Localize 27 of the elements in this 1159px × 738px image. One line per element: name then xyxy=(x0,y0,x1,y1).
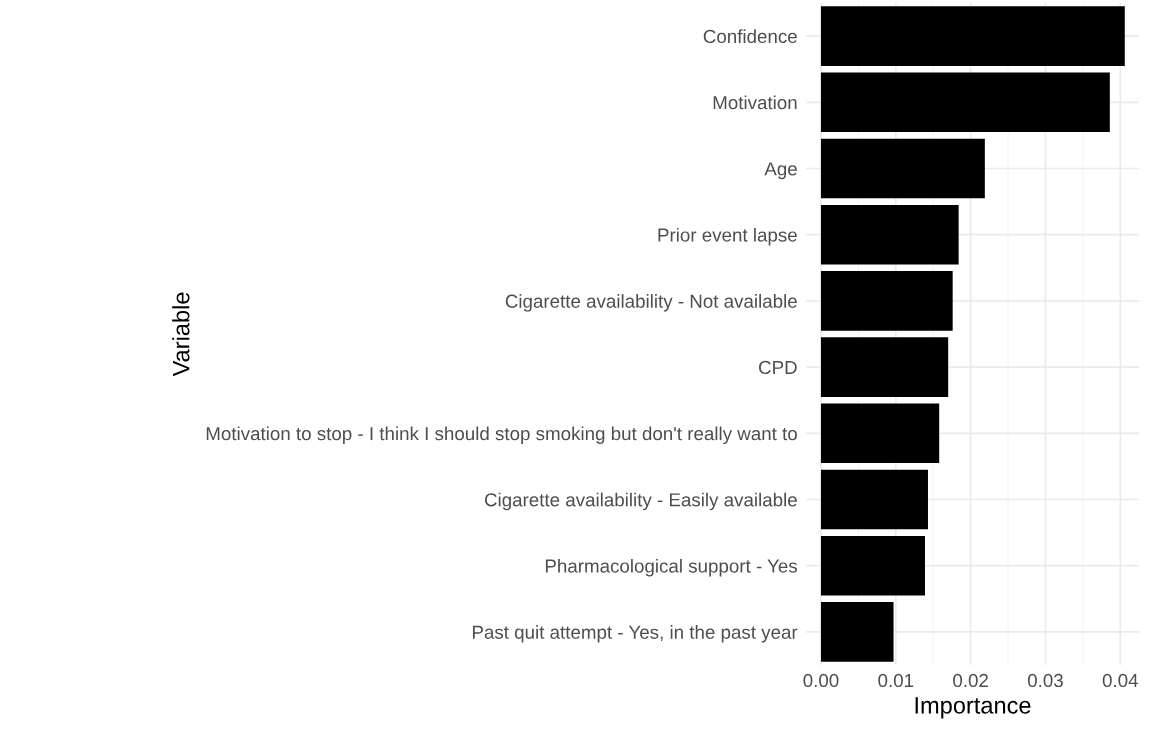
y-tick-label: Past quit attempt - Yes, in the past year xyxy=(472,625,798,643)
y-tick-label: Age xyxy=(764,162,797,180)
x-tick-label: 0.01 xyxy=(878,673,914,688)
bar xyxy=(820,535,925,596)
bar xyxy=(820,469,928,530)
bar xyxy=(820,602,894,662)
y-tick-label: Confidence xyxy=(703,29,797,44)
bar xyxy=(820,403,940,464)
x-tick-label: 0.03 xyxy=(1027,673,1063,688)
bar xyxy=(820,204,959,265)
y-tick-label: Prior event lapse xyxy=(658,227,797,246)
x-tick-label: 0.02 xyxy=(953,673,988,688)
y-tick-label: CPD xyxy=(759,360,797,375)
y-tick-label: Cigarette availability - Not available xyxy=(505,294,797,312)
y-tick-label: Cigarette availability - Easily available xyxy=(484,492,797,511)
x-tick-label: 0.00 xyxy=(803,673,839,688)
bar xyxy=(820,271,953,331)
bar xyxy=(820,337,949,397)
y-axis-title: Variable xyxy=(172,292,190,377)
bar xyxy=(820,6,1125,66)
y-tick-label: Motivation to stop - I think I should stop smoking but don't really want to xyxy=(206,426,797,444)
x-tick-label: 0.04 xyxy=(1102,673,1138,688)
bar xyxy=(820,138,985,199)
y-tick-label: Pharmacological support - Yes xyxy=(545,558,797,577)
x-axis-title: Importance xyxy=(915,697,1031,719)
y-tick-label: Motivation xyxy=(713,95,797,110)
bar xyxy=(820,72,1110,133)
